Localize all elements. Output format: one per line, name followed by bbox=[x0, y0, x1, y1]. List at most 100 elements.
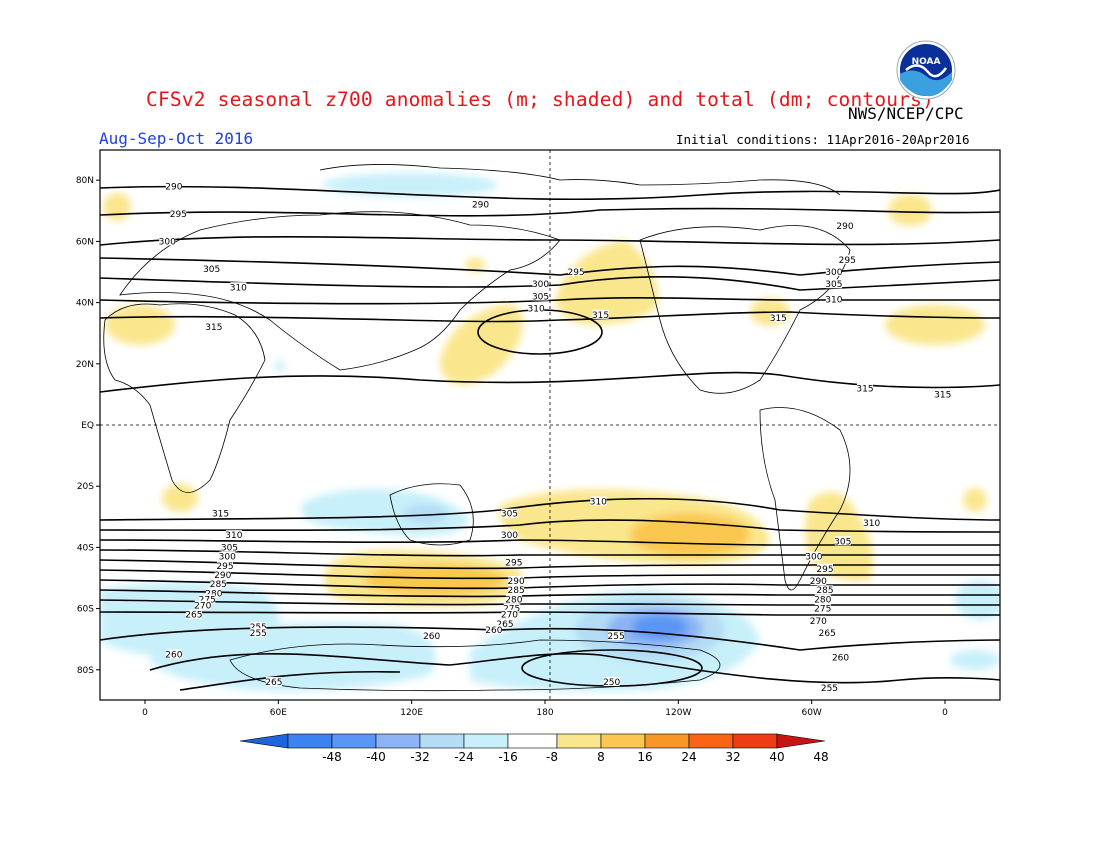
colorbar-label: 8 bbox=[597, 750, 605, 764]
antarctica-coastline bbox=[229, 639, 721, 692]
contour-label-bg bbox=[608, 631, 625, 641]
contour-label: 270 bbox=[810, 617, 827, 627]
contour-label-bg bbox=[165, 649, 182, 659]
contour-label-bg bbox=[814, 603, 831, 613]
contour-label: 265 bbox=[185, 611, 202, 621]
contour-label-bg bbox=[532, 279, 549, 289]
positive-anomaly-area bbox=[885, 305, 985, 345]
contour-label: 310 bbox=[825, 296, 842, 306]
colorbar-label: -48 bbox=[322, 750, 342, 764]
colorbar-segment bbox=[556, 733, 602, 749]
contour-label-bg bbox=[810, 576, 827, 586]
colorbar-segment bbox=[419, 733, 465, 749]
contour-label-bg bbox=[497, 618, 513, 628]
colorbar-label: 16 bbox=[637, 750, 652, 764]
negative-anomaly-area bbox=[275, 360, 285, 372]
longitude-label: 0 bbox=[942, 708, 948, 718]
contour-label-bg bbox=[825, 279, 842, 289]
latitude-label: EQ bbox=[81, 421, 94, 431]
contour-line bbox=[100, 185, 1000, 201]
contour-label-bg bbox=[199, 594, 216, 604]
contour-label-bg bbox=[210, 579, 227, 589]
contour-label: 315 bbox=[934, 390, 951, 400]
contour-label-bg bbox=[501, 508, 518, 518]
contour-label: 300 bbox=[805, 553, 822, 563]
africa-coastline bbox=[103, 303, 266, 493]
contour-label-bg bbox=[505, 557, 522, 567]
contour-line bbox=[100, 611, 1000, 616]
contour-line bbox=[100, 257, 1000, 276]
contour-label-bg bbox=[825, 294, 842, 304]
contour-label: 290 bbox=[836, 222, 853, 232]
contour-label: 305 bbox=[501, 510, 518, 520]
contour-label: 300 bbox=[219, 553, 236, 563]
contour-label: 305 bbox=[221, 543, 238, 553]
contour-label: 255 bbox=[250, 623, 267, 633]
contour-label-bg bbox=[225, 530, 242, 540]
colorbar-label: -32 bbox=[410, 750, 430, 764]
contour-line bbox=[100, 589, 1000, 598]
contour-label-bg bbox=[205, 322, 222, 332]
contour-label: 280 bbox=[814, 595, 831, 605]
contour-label-bg bbox=[528, 303, 545, 313]
contour-label: 275 bbox=[199, 595, 216, 605]
contour-label: 260 bbox=[165, 651, 182, 661]
contour-label-bg bbox=[250, 628, 267, 638]
contour-label-bg bbox=[532, 291, 549, 301]
contour-label: 310 bbox=[863, 519, 880, 529]
contour-label: 315 bbox=[856, 384, 873, 394]
contour-label: 270 bbox=[501, 611, 518, 621]
colorbar-lower-arrow bbox=[239, 733, 289, 749]
contour-line bbox=[100, 579, 1000, 590]
contour-label-bg bbox=[819, 628, 836, 638]
contour-line bbox=[100, 569, 1000, 580]
contour-label-bg bbox=[857, 383, 873, 393]
contour-line bbox=[149, 652, 1000, 684]
colorbar-label: -16 bbox=[498, 750, 518, 764]
longitude-axis: 0 60E 120E 180 120W 60W 0 bbox=[142, 700, 948, 718]
positive-anomaly-area bbox=[888, 194, 932, 226]
contour-label-bg bbox=[219, 551, 236, 561]
negative-anomaly-area bbox=[403, 504, 447, 524]
latitude-label: 80S bbox=[77, 666, 94, 676]
latitude-axis: 80N 60N 40N 20N EQ 20S 40S 60S 80S bbox=[76, 176, 100, 676]
positive-anomaly-area bbox=[555, 240, 659, 325]
positive-anomaly-area bbox=[105, 305, 175, 345]
longitude-label: 120W bbox=[665, 708, 691, 718]
contour-label: 260 bbox=[423, 632, 440, 642]
contour-label: 305 bbox=[532, 292, 549, 302]
contour-label-bg bbox=[508, 585, 525, 595]
contour-label-bg bbox=[265, 677, 282, 687]
contour-label-bg bbox=[250, 621, 267, 631]
contour-label: 300 bbox=[825, 268, 842, 278]
contour-line bbox=[179, 670, 401, 691]
initial-conditions-label: Initial conditions: 11Apr2016-20Apr2016 bbox=[676, 132, 970, 147]
positive-anomaly-area bbox=[465, 258, 485, 272]
contour-line bbox=[100, 519, 1000, 533]
colorbar-label: -40 bbox=[366, 750, 386, 764]
contour-label: 310 bbox=[230, 283, 247, 293]
longitude-label: 120E bbox=[400, 708, 423, 718]
contour-label-bg bbox=[834, 536, 851, 546]
contour-label: 265 bbox=[496, 620, 513, 630]
positive-anomaly-area bbox=[630, 513, 750, 557]
noaa-logo: NOAA bbox=[896, 40, 956, 100]
contour-label: 290 bbox=[508, 577, 525, 587]
positive-anomaly-area bbox=[440, 304, 523, 385]
contour-label: 265 bbox=[819, 629, 836, 639]
positive-anomaly-area bbox=[162, 484, 198, 512]
contour-label: 315 bbox=[592, 311, 609, 321]
negative-anomaly-area bbox=[322, 173, 498, 197]
contour-label: 305 bbox=[834, 537, 851, 547]
positive-anomaly-area bbox=[963, 488, 987, 512]
contour-label: 295 bbox=[170, 210, 187, 220]
contour-label: 275 bbox=[503, 605, 520, 615]
contour-label: 295 bbox=[568, 268, 585, 278]
colorbar-segment bbox=[644, 733, 690, 749]
contour-line bbox=[100, 559, 1000, 570]
chart-title: CFSv2 seasonal z700 anomalies (m; shaded… bbox=[146, 88, 935, 111]
contour-label-bg bbox=[508, 576, 525, 586]
contour-label: 315 bbox=[770, 314, 787, 324]
contour-label: 285 bbox=[210, 580, 227, 590]
